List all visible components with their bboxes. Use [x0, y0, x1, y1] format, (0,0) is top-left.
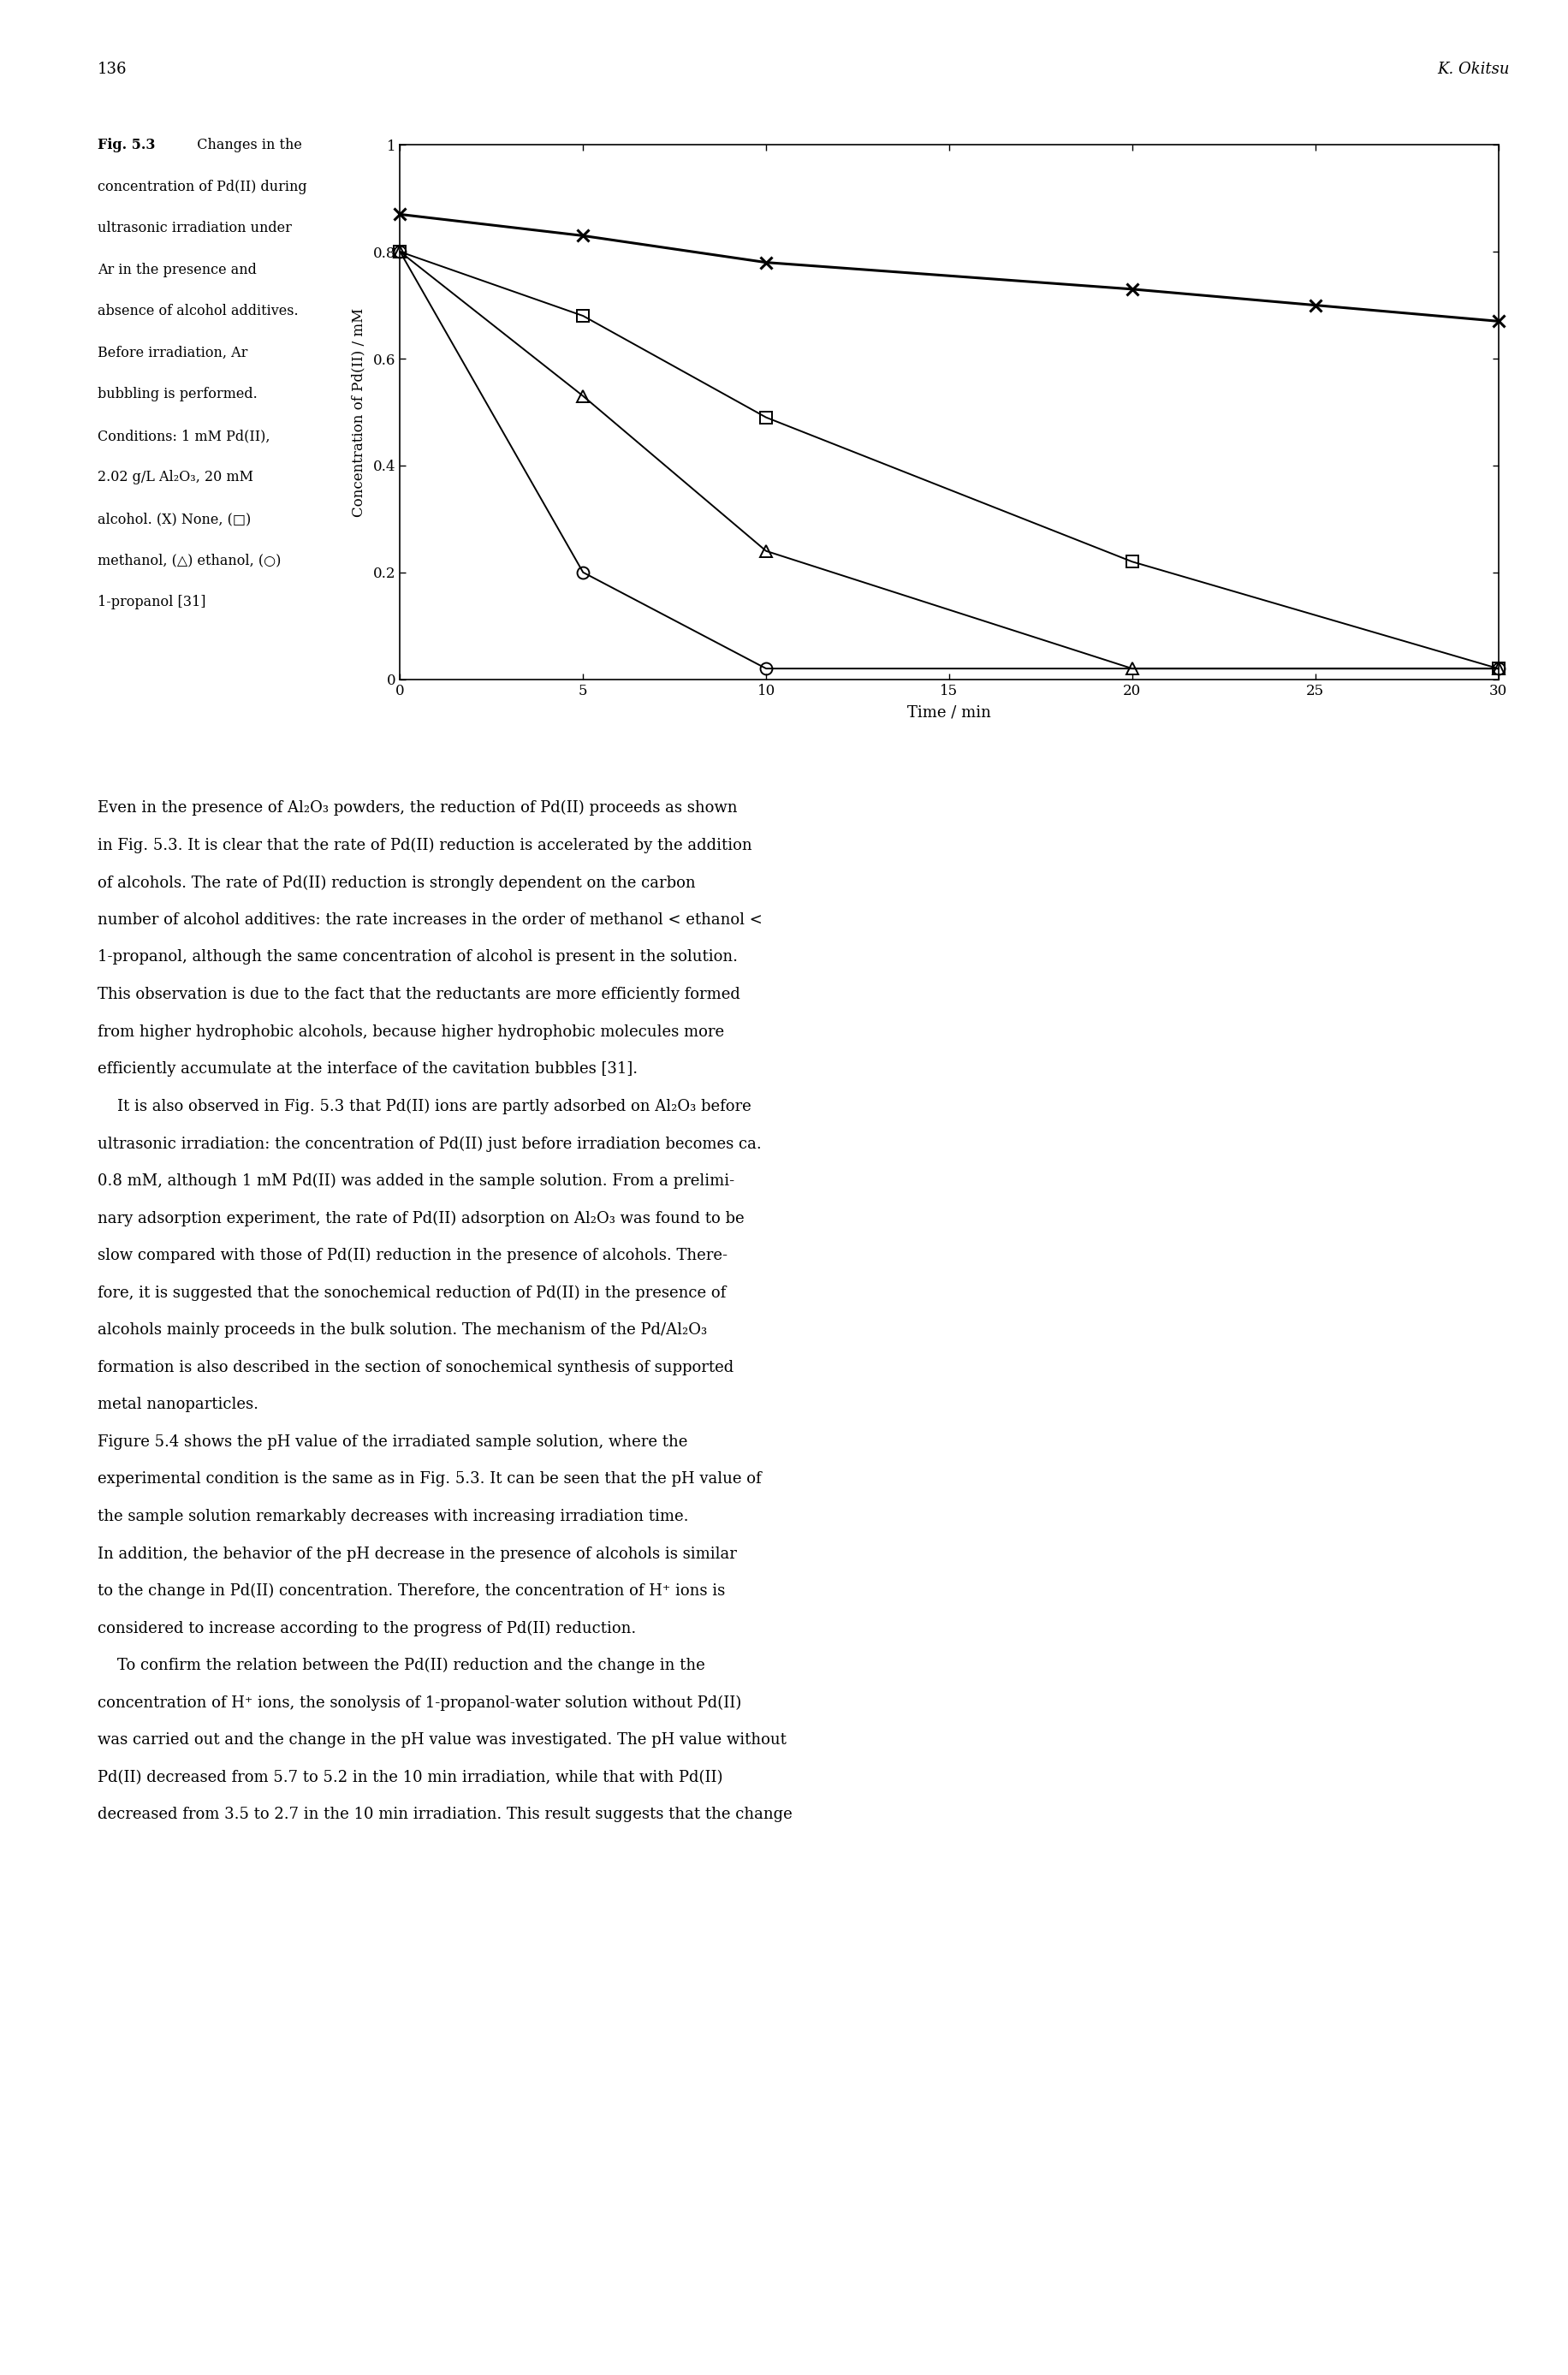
Text: metal nanoparticles.: metal nanoparticles.	[97, 1396, 259, 1413]
Text: from higher hydrophobic alcohols, because higher hydrophobic molecules more: from higher hydrophobic alcohols, becaus…	[97, 1024, 723, 1040]
Text: Pd(II) decreased from 5.7 to 5.2 in the 10 min irradiation, while that with Pd(I: Pd(II) decreased from 5.7 to 5.2 in the …	[97, 1769, 723, 1786]
Text: Before irradiation, Ar: Before irradiation, Ar	[97, 347, 248, 361]
Text: To confirm the relation between the Pd(II) reduction and the change in the: To confirm the relation between the Pd(I…	[97, 1658, 704, 1674]
X-axis label: Time / min: Time / min	[906, 705, 991, 720]
Text: K. Okitsu: K. Okitsu	[1436, 62, 1508, 76]
Text: This observation is due to the fact that the reductants are more efficiently for: This observation is due to the fact that…	[97, 988, 740, 1002]
Text: alcohols mainly proceeds in the bulk solution. The mechanism of the Pd/Al₂O₃: alcohols mainly proceeds in the bulk sol…	[97, 1323, 707, 1337]
Text: 2.02 g/L Al₂O₃, 20 mM: 2.02 g/L Al₂O₃, 20 mM	[97, 470, 252, 485]
Text: ultrasonic irradiation under: ultrasonic irradiation under	[97, 221, 292, 235]
Text: was carried out and the change in the pH value was investigated. The pH value wi: was carried out and the change in the pH…	[97, 1734, 786, 1748]
Text: 0.8 mM, although 1 mM Pd(II) was added in the sample solution. From a prelimi-: 0.8 mM, although 1 mM Pd(II) was added i…	[97, 1173, 734, 1190]
Text: experimental condition is the same as in Fig. 5.3. It can be seen that the pH va: experimental condition is the same as in…	[97, 1472, 760, 1487]
Text: Conditions: 1 mM Pd(II),: Conditions: 1 mM Pd(II),	[97, 430, 270, 444]
Text: In addition, the behavior of the pH decrease in the presence of alcohols is simi: In addition, the behavior of the pH decr…	[97, 1546, 735, 1560]
Text: It is also observed in Fig. 5.3 that Pd(II) ions are partly adsorbed on Al₂O₃ be: It is also observed in Fig. 5.3 that Pd(…	[97, 1100, 751, 1114]
Text: Changes in the: Changes in the	[188, 138, 301, 152]
Text: formation is also described in the section of sonochemical synthesis of supporte: formation is also described in the secti…	[97, 1361, 732, 1375]
Text: concentration of H⁺ ions, the sonolysis of 1-propanol-water solution without Pd(: concentration of H⁺ ions, the sonolysis …	[97, 1696, 740, 1710]
Text: in Fig. 5.3. It is clear that the rate of Pd(II) reduction is accelerated by the: in Fig. 5.3. It is clear that the rate o…	[97, 838, 751, 853]
Text: bubbling is performed.: bubbling is performed.	[97, 387, 257, 401]
Text: nary adsorption experiment, the rate of Pd(II) adsorption on Al₂O₃ was found to : nary adsorption experiment, the rate of …	[97, 1211, 743, 1226]
Text: fore, it is suggested that the sonochemical reduction of Pd(II) in the presence : fore, it is suggested that the sonochemi…	[97, 1285, 726, 1302]
Text: decreased from 3.5 to 2.7 in the 10 min irradiation. This result suggests that t: decreased from 3.5 to 2.7 in the 10 min …	[97, 1807, 792, 1822]
Text: concentration of Pd(II) during: concentration of Pd(II) during	[97, 178, 306, 195]
Text: absence of alcohol additives.: absence of alcohol additives.	[97, 304, 298, 318]
Text: Figure 5.4 shows the pH value of the irradiated sample solution, where the: Figure 5.4 shows the pH value of the irr…	[97, 1434, 687, 1449]
Text: 1-propanol, although the same concentration of alcohol is present in the solutio: 1-propanol, although the same concentrat…	[97, 950, 737, 964]
Text: 136: 136	[97, 62, 127, 76]
Text: considered to increase according to the progress of Pd(II) reduction.: considered to increase according to the …	[97, 1620, 635, 1636]
Text: ultrasonic irradiation: the concentration of Pd(II) just before irradiation beco: ultrasonic irradiation: the concentratio…	[97, 1135, 760, 1152]
Text: Ar in the presence and: Ar in the presence and	[97, 264, 256, 278]
Text: 1-propanol [31]: 1-propanol [31]	[97, 596, 205, 610]
Text: slow compared with those of Pd(II) reduction in the presence of alcohols. There-: slow compared with those of Pd(II) reduc…	[97, 1247, 728, 1264]
Text: methanol, (△) ethanol, (○): methanol, (△) ethanol, (○)	[97, 553, 281, 568]
Text: number of alcohol additives: the rate increases in the order of methanol < ethan: number of alcohol additives: the rate in…	[97, 912, 762, 929]
Text: the sample solution remarkably decreases with increasing irradiation time.: the sample solution remarkably decreases…	[97, 1508, 688, 1525]
Text: Fig. 5.3: Fig. 5.3	[97, 138, 155, 152]
Text: alcohol. (X) None, (□): alcohol. (X) None, (□)	[97, 513, 251, 527]
Text: to the change in Pd(II) concentration. Therefore, the concentration of H⁺ ions i: to the change in Pd(II) concentration. T…	[97, 1584, 724, 1598]
Text: Even in the presence of Al₂O₃ powders, the reduction of Pd(II) proceeds as shown: Even in the presence of Al₂O₃ powders, t…	[97, 800, 737, 817]
Text: efficiently accumulate at the interface of the cavitation bubbles [31].: efficiently accumulate at the interface …	[97, 1062, 637, 1076]
Text: of alcohols. The rate of Pd(II) reduction is strongly dependent on the carbon: of alcohols. The rate of Pd(II) reductio…	[97, 874, 695, 891]
Y-axis label: Concentration of Pd(II) / mM: Concentration of Pd(II) / mM	[351, 306, 365, 518]
